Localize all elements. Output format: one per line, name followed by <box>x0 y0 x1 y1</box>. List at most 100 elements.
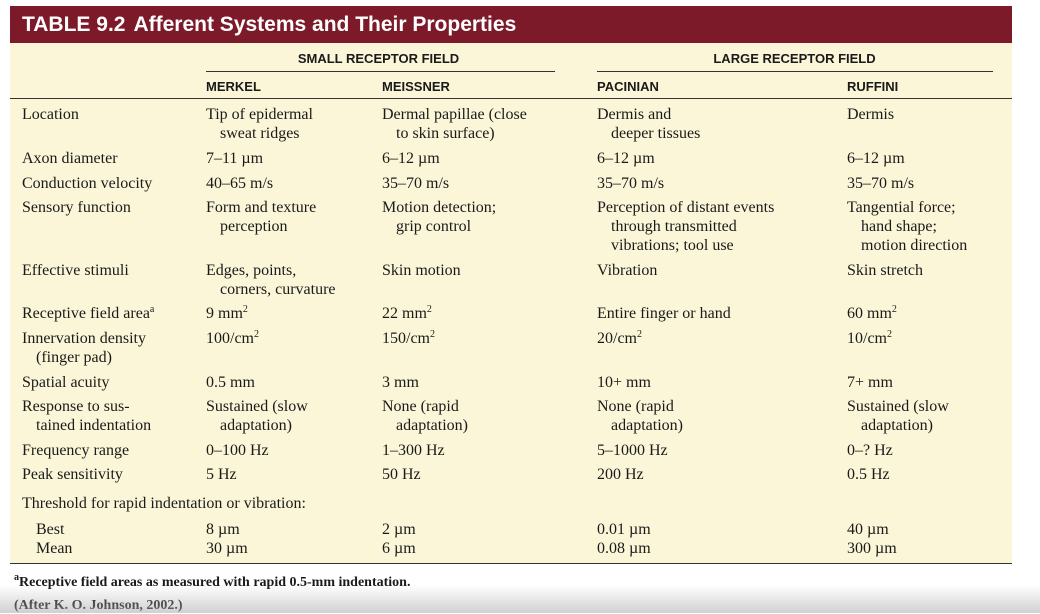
row-label: Frequency range <box>22 441 129 460</box>
table-panel <box>10 6 1012 564</box>
superscript: 2 <box>426 304 432 315</box>
column-header-pacinian: PACINIAN <box>597 79 659 94</box>
group-rule-large <box>597 71 993 72</box>
cell-meissner: Dermal papillae (close to skin surface) <box>382 105 527 143</box>
cell-line: corners, curvature <box>220 281 336 298</box>
cell-merkel: Sustained (slow adaptation) <box>206 397 308 435</box>
cell-merkel: Edges, points, corners, curvature <box>206 261 336 299</box>
cell-pacinian: Vibration <box>597 261 657 280</box>
group-rule-small <box>206 71 555 72</box>
row-label: Axon diameter <box>22 149 118 168</box>
cell-ruffini: 0–? Hz <box>847 441 893 460</box>
cell-line: Motion detection; <box>382 199 497 216</box>
cell-line: 6–12 µm <box>597 150 655 167</box>
cell-line: 10/cm2 <box>847 329 892 348</box>
cell-ruffini: 10/cm2 <box>847 329 892 348</box>
cell-ruffini: Skin stretch <box>847 261 923 280</box>
group-header-large: LARGE RECEPTOR FIELD <box>713 51 876 66</box>
cell-line: 5–1000 Hz <box>597 442 668 459</box>
cell-pacinian: Dermis and deeper tissues <box>597 105 700 143</box>
cell-line: 40–65 m/s <box>206 175 274 192</box>
row-label-line: Frequency range <box>22 442 130 459</box>
cell-line: 3 mm <box>382 374 419 391</box>
threshold-heading: Threshold for rapid indentation or vibra… <box>22 495 306 512</box>
cell-line: vibrations; tool use <box>611 237 734 254</box>
cell-pacinian: 5–1000 Hz <box>597 441 668 460</box>
cell-line: Tangential force; <box>847 199 956 216</box>
row-label-line: Spatial acuity <box>22 374 110 391</box>
threshold-label: Mean <box>36 540 73 557</box>
threshold-cell-meissner: 6 µm <box>382 540 416 557</box>
cell-meissner: 22 mm2 <box>382 304 432 323</box>
row-label: Peak sensitivity <box>22 465 123 484</box>
row-label-line: (finger pad) <box>36 349 112 366</box>
superscript: 2 <box>891 304 897 315</box>
row-label: Spatial acuity <box>22 373 110 392</box>
cell-line: 22 mm2 <box>382 304 432 323</box>
cell-line: 35–70 m/s <box>597 175 665 192</box>
cell-meissner: 1–300 Hz <box>382 441 445 460</box>
threshold-cell-pacinian: 0.08 µm <box>597 540 651 557</box>
cell-ruffini: 35–70 m/s <box>847 174 914 193</box>
row-label: Receptive field areaa <box>22 304 154 323</box>
cell-line: Edges, points, <box>206 262 297 279</box>
cell-line: 100/cm2 <box>206 329 259 348</box>
cell-line: 35–70 m/s <box>382 175 450 192</box>
threshold-cell-merkel: 30 µm <box>206 540 248 557</box>
threshold-cell-merkel: 8 µm <box>206 521 240 538</box>
row-label-line: Conduction velocity <box>22 175 153 192</box>
cell-meissner: 6–12 µm <box>382 149 440 168</box>
cell-pacinian: 200 Hz <box>597 465 644 484</box>
cell-meissner: Skin motion <box>382 261 461 280</box>
cell-line: Skin stretch <box>847 262 923 279</box>
cell-pacinian: None (rapid adaptation) <box>597 397 683 435</box>
cell-line: grip control <box>396 218 472 235</box>
cell-line: 20/cm2 <box>597 329 642 348</box>
cell-meissner: None (rapid adaptation) <box>382 397 468 435</box>
cell-line: 50 Hz <box>382 466 421 483</box>
cell-line: 150/cm2 <box>382 329 435 348</box>
cell-line: Dermal papillae (close <box>382 106 527 123</box>
cell-line: deeper tissues <box>611 125 701 142</box>
cell-line: adaptation) <box>611 417 683 434</box>
cell-line: 9 mm2 <box>206 304 248 323</box>
cell-line: hand shape; <box>861 218 937 235</box>
cell-line: Form and texture <box>206 199 317 216</box>
cell-ruffini: 60 mm2 <box>847 304 897 323</box>
superscript: 2 <box>430 329 435 340</box>
row-label-line: tained indentation <box>36 417 152 434</box>
threshold-cell-ruffini: 300 µm <box>847 540 897 557</box>
cell-pacinian: 10+ mm <box>597 373 651 392</box>
row-label-line: Effective stimuli <box>22 262 129 279</box>
cell-meissner: 150/cm2 <box>382 329 435 348</box>
cell-line: 6–12 µm <box>847 150 905 167</box>
cell-pacinian: Perception of distant events through tran… <box>597 198 774 255</box>
cell-ruffini: 0.5 Hz <box>847 465 890 484</box>
cell-line: Sustained (slow <box>847 398 949 415</box>
superscript: 2 <box>637 329 642 340</box>
row-label: Effective stimuli <box>22 261 129 280</box>
row-label-line: Location <box>22 106 79 123</box>
cell-line: Vibration <box>597 262 658 279</box>
cell-line: 5 Hz <box>206 466 237 483</box>
row-label-line: Sensory function <box>22 199 131 216</box>
cell-merkel: 7–11 µm <box>206 149 263 168</box>
cell-line: through transmitted <box>611 218 737 235</box>
cell-line: Entire finger or hand <box>597 305 731 322</box>
header-rule <box>10 98 1012 99</box>
cell-line: 0.5 mm <box>206 374 255 391</box>
top-bar <box>0 0 1040 6</box>
cell-line: to skin surface) <box>396 125 495 142</box>
superscript: 2 <box>242 304 248 315</box>
cell-merkel: 100/cm2 <box>206 329 259 348</box>
cell-ruffini: Sustained (slow adaptation) <box>847 397 949 435</box>
cell-line: 7–11 µm <box>206 150 264 167</box>
footnote-marker: a <box>149 304 155 315</box>
cell-merkel: Form and texture perception <box>206 198 316 236</box>
threshold-cell-ruffini: 40 µm <box>847 521 889 538</box>
row-label: Location <box>22 105 79 124</box>
row-label-line: Receptive field areaa <box>22 304 155 323</box>
cell-meissner: 50 Hz <box>382 465 421 484</box>
table-title: Afferent Systems and Their Properties <box>133 13 517 36</box>
cell-pacinian: 20/cm2 <box>597 329 642 348</box>
